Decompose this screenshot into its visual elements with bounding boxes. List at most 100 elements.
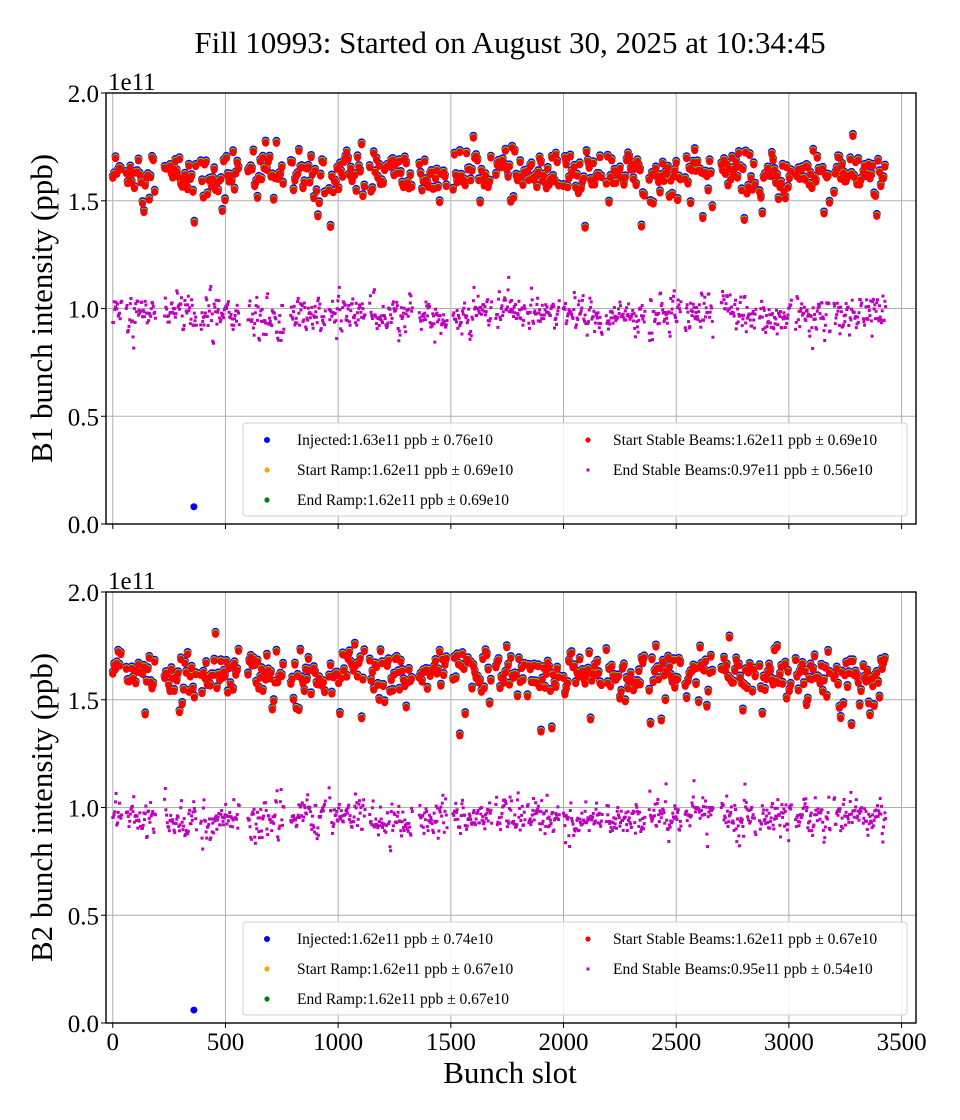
data-point	[311, 670, 319, 678]
data-point	[128, 318, 132, 322]
data-point	[461, 182, 469, 190]
data-point	[695, 315, 699, 319]
data-point	[777, 313, 781, 317]
data-point	[711, 335, 715, 339]
data-point	[145, 321, 149, 325]
data-point	[252, 333, 256, 337]
data-point	[588, 677, 596, 685]
data-point	[564, 322, 568, 326]
data-point	[333, 312, 337, 315]
data-point	[427, 303, 431, 306]
data-point	[354, 321, 357, 325]
data-point	[667, 310, 671, 314]
data-point	[487, 323, 491, 327]
data-point	[762, 306, 766, 310]
data-point	[137, 313, 140, 317]
data-point	[805, 308, 809, 312]
data-point	[311, 167, 319, 175]
data-point	[310, 195, 318, 203]
data-point	[345, 649, 353, 657]
data-point	[174, 173, 182, 181]
data-point	[165, 682, 173, 690]
data-point	[643, 309, 647, 313]
data-points	[108, 129, 889, 511]
data-point	[319, 329, 323, 333]
data-point	[593, 321, 597, 325]
data-point	[724, 302, 728, 306]
data-point	[540, 665, 548, 673]
data-point	[662, 320, 666, 324]
data-point	[854, 157, 862, 165]
data-point	[210, 319, 213, 323]
y-tick-label: 0.0	[68, 512, 99, 539]
data-point	[872, 307, 876, 311]
data-point	[350, 302, 354, 306]
data-point	[175, 291, 179, 295]
data-point	[822, 329, 826, 333]
data-point	[316, 299, 320, 303]
data-point	[530, 286, 533, 290]
data-point	[838, 162, 846, 169]
data-point	[210, 312, 214, 316]
data-point	[430, 324, 434, 328]
data-point	[167, 314, 171, 318]
data-point	[405, 667, 413, 674]
data-point	[505, 308, 509, 312]
data-point	[114, 300, 118, 304]
data-point	[190, 694, 198, 702]
data-point	[698, 319, 702, 323]
data-point	[314, 310, 318, 314]
data-point	[750, 324, 754, 328]
y-offset-label: 1e11	[108, 69, 156, 96]
data-point	[709, 304, 713, 308]
data-point	[678, 310, 682, 314]
data-point	[802, 305, 806, 309]
data-point	[278, 314, 282, 317]
data-point	[200, 311, 204, 315]
data-point	[297, 311, 301, 315]
data-point	[736, 320, 740, 324]
data-point	[789, 303, 793, 307]
data-point	[798, 309, 802, 313]
data-point	[202, 323, 206, 327]
data-point	[218, 316, 222, 320]
data-point	[358, 715, 366, 723]
data-point	[751, 181, 759, 189]
data-point	[129, 297, 133, 300]
data-point	[627, 671, 635, 679]
data-point	[501, 669, 509, 677]
data-point	[873, 303, 877, 307]
data-point	[877, 183, 885, 191]
data-point	[469, 334, 473, 338]
data-point	[465, 314, 469, 318]
data-point	[351, 172, 359, 180]
data-point	[178, 307, 181, 311]
data-point	[510, 195, 517, 203]
data-point	[360, 648, 368, 656]
data-point	[194, 315, 198, 319]
data-point	[847, 324, 851, 327]
data-point	[483, 305, 487, 308]
data-point	[118, 311, 121, 315]
data-point	[375, 327, 379, 330]
data-point	[605, 321, 609, 325]
data-point	[290, 305, 293, 309]
data-point	[761, 327, 765, 331]
data-point	[221, 197, 229, 205]
data-point	[358, 305, 362, 309]
data-point	[282, 327, 286, 331]
data-point	[836, 309, 840, 313]
data-point	[193, 319, 197, 323]
data-point	[485, 300, 489, 304]
data-point	[507, 275, 511, 279]
data-point	[139, 671, 146, 678]
data-point	[226, 300, 230, 304]
data-point	[381, 321, 384, 325]
data-point	[206, 682, 214, 690]
data-point	[440, 321, 444, 325]
data-point	[663, 311, 667, 314]
data-point	[228, 316, 232, 320]
data-point	[471, 317, 475, 321]
data-point	[670, 173, 677, 181]
data-point	[148, 313, 152, 317]
